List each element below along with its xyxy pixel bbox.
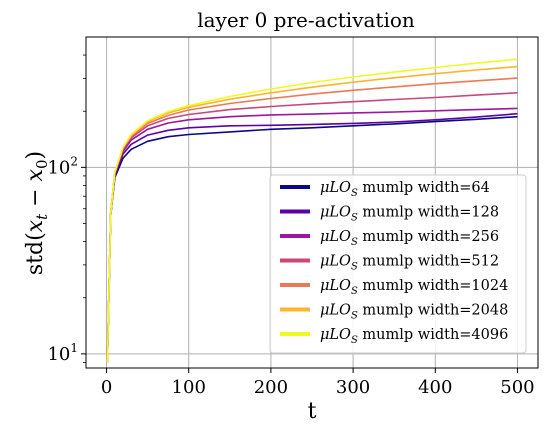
- legend-label-sub: S: [351, 262, 358, 273]
- y-tick-base: 10: [47, 157, 70, 178]
- legend-label-sub: S: [351, 335, 358, 346]
- series-line-0: [106, 115, 518, 363]
- x-tick-label: 200: [254, 377, 288, 398]
- y-label-x: x: [23, 219, 48, 232]
- y-label-x0: x: [23, 168, 48, 181]
- x-tick-label: 0: [101, 377, 112, 398]
- y-tick-exponent: 2: [70, 154, 78, 168]
- legend-label-text: mumlp width=4096: [358, 327, 509, 343]
- legend-label-sub: S: [351, 286, 358, 297]
- legend-label-prefix: μLO: [320, 180, 351, 196]
- legend-label-prefix: μLO: [320, 229, 351, 245]
- legend-label: μLOS mumlp width=2048: [320, 303, 508, 322]
- legend-label: μLOS mumlp width=4096: [320, 327, 508, 346]
- y-tick-base: 10: [47, 344, 70, 365]
- legend-label-prefix: μLO: [320, 205, 351, 221]
- legend-label-sub: S: [351, 213, 358, 224]
- legend-label-text: mumlp width=256: [358, 229, 499, 245]
- x-tick-label: 400: [418, 377, 452, 398]
- x-tick-label: 300: [336, 377, 370, 398]
- y-label-sub-0: 0: [33, 159, 51, 169]
- legend-label-text: mumlp width=64: [358, 180, 490, 196]
- x-axis-ticks: 0 100 200 300 400 500: [101, 368, 535, 398]
- legend-label-sub: S: [351, 237, 358, 248]
- legend-label-prefix: μLO: [320, 254, 351, 270]
- y-label-suffix: ): [23, 151, 48, 160]
- x-tick-label: 100: [172, 377, 206, 398]
- svg-text:std(xt − x0): std(xt − x0): [23, 151, 51, 275]
- chart-title: layer 0 pre-activation: [197, 8, 415, 32]
- legend-label-prefix: μLO: [320, 303, 351, 319]
- axis-frame: [85, 36, 539, 369]
- series-layer: [106, 58, 518, 363]
- y-axis-label: std(xt − x0): [23, 151, 51, 275]
- legend-label-sub: S: [351, 188, 358, 199]
- y-tick-exponent: 1: [70, 341, 78, 355]
- legend-label-text: mumlp width=512: [358, 254, 499, 270]
- legend-label: μLOS mumlp width=512: [320, 254, 499, 273]
- legend-label: μLOS mumlp width=256: [320, 229, 499, 248]
- legend-box: [269, 174, 527, 354]
- legend-label-prefix: μLO: [320, 278, 351, 294]
- legend-label-sub: S: [351, 311, 358, 322]
- y-tick-label: 102: [47, 154, 78, 178]
- x-tick-label: 500: [500, 377, 534, 398]
- legend-label: μLOS mumlp width=128: [320, 205, 499, 224]
- y-label-prefix: std(: [23, 232, 48, 275]
- legend-label-text: mumlp width=1024: [358, 278, 509, 294]
- y-tick-label: 101: [47, 341, 78, 365]
- legend-label-prefix: μLO: [320, 327, 351, 343]
- legend-label: μLOS mumlp width=64: [320, 180, 490, 199]
- plot-frame: [85, 36, 539, 369]
- y-label-sub-t: t: [33, 213, 51, 220]
- y-label-minus: −: [23, 181, 48, 213]
- legend-label-text: mumlp width=128: [358, 205, 499, 221]
- series-line-6: [106, 58, 518, 363]
- legend-label: μLOS mumlp width=1024: [320, 278, 508, 297]
- legend-label-text: mumlp width=2048: [358, 303, 509, 319]
- x-axis-label: t: [308, 399, 317, 424]
